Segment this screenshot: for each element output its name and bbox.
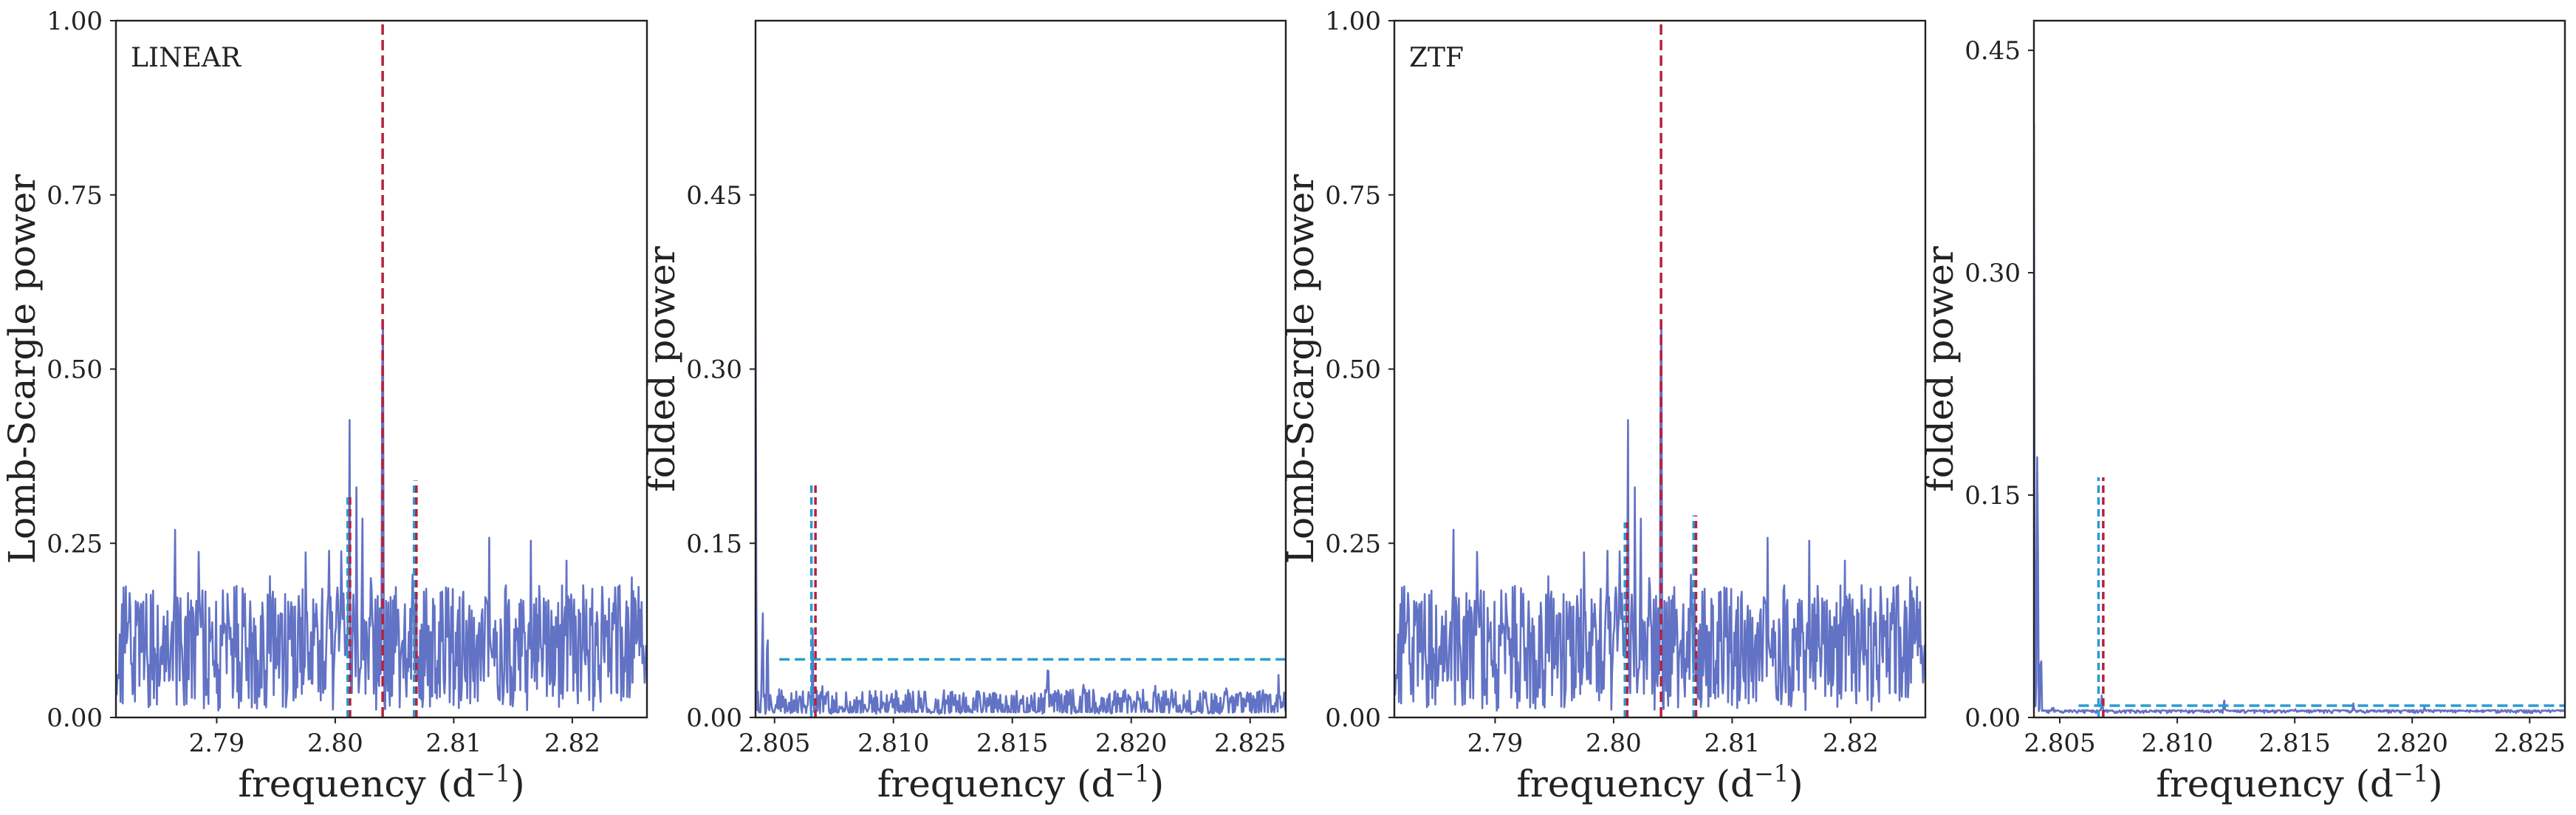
y-axis-label: Lomb-Scargle power [1279, 174, 1322, 565]
plot-frame [754, 19, 1287, 719]
x-axis-label-end: ) [2428, 763, 2443, 805]
series-line-folded [2034, 122, 2565, 715]
x-tick-label: 2.815 [2258, 729, 2330, 758]
y-tick-label: 0.50 [47, 355, 103, 385]
panel-annotation: LINEAR [131, 43, 242, 73]
panel-ztf-folded: 2.805 2.810 2.815 2.820 2.825 0.00 0.15 0.30 0.4… [1919, 19, 2566, 805]
y-tick-label: 0.30 [1964, 259, 2021, 288]
x-tick-label: 2.82 [544, 729, 600, 758]
x-tick-label: 2.825 [1214, 729, 1286, 758]
x-axis-label-superscript: −1 [2394, 760, 2428, 788]
y-axis-label: Lomb-Scargle power [1, 174, 44, 565]
y-tick-label: 0.75 [47, 181, 103, 211]
x-axis-label-text: frequency (d [1516, 763, 1754, 805]
panel-ztf-periodogram: 2.79 2.80 2.81 2.82 0.00 0.25 0.50 0.75 1.00 freq… [1279, 7, 1927, 805]
x-tick-label: 2.79 [189, 729, 245, 758]
series-line-periodogram [1394, 321, 1925, 712]
x-tick-label: 2.82 [1823, 729, 1879, 758]
x-axis-label: frequency (d−1) [1516, 760, 1803, 805]
x-axis-label-superscript: −1 [476, 760, 510, 788]
y-tick-label: 0.25 [47, 529, 103, 559]
panel-linear-periodogram: 2.79 2.80 2.81 2.82 0.00 0.25 0.50 0.75 1.00 freq… [1, 7, 648, 805]
panel-annotation: ZTF [1409, 43, 1464, 73]
y-tick-label: 1.00 [47, 7, 103, 36]
x-axis-label-end: ) [1789, 763, 1803, 805]
y-tick-label: 0.50 [1325, 355, 1381, 385]
x-tick-label: 2.820 [1095, 729, 1167, 758]
y-tick-label: 0.15 [1964, 481, 2021, 511]
plot-frame [2032, 19, 2566, 719]
x-tick-label: 2.80 [307, 729, 363, 758]
x-axis-label: frequency (d−1) [2156, 760, 2442, 805]
y-tick-label: 0.15 [686, 529, 742, 559]
y-tick-label: 0.25 [1325, 529, 1381, 559]
x-axis-label-superscript: −1 [1114, 760, 1149, 788]
x-axis-label: frequency (d−1) [238, 760, 524, 805]
x-tick-label: 2.80 [1586, 729, 1642, 758]
x-tick-label: 2.825 [2494, 729, 2566, 758]
y-tick-label: 0.00 [1964, 703, 2021, 733]
x-axis-label-text: frequency (d [238, 763, 476, 805]
x-axis-label-end: ) [510, 763, 525, 805]
series-line-folded [756, 254, 1286, 715]
x-axis-label: frequency (d−1) [877, 760, 1164, 805]
x-tick-label: 2.820 [2377, 729, 2448, 758]
x-tick-label: 2.805 [739, 729, 810, 758]
x-axis-label-superscript: −1 [1754, 760, 1789, 788]
series-line-periodogram [116, 321, 647, 712]
y-tick-label: 1.00 [1325, 7, 1381, 36]
x-tick-label: 2.810 [857, 729, 929, 758]
y-tick-label: 0.75 [1325, 181, 1381, 211]
y-tick-label: 0.45 [686, 181, 742, 211]
x-tick-label: 2.815 [976, 729, 1048, 758]
x-axis-label-end: ) [1150, 763, 1165, 805]
y-axis-label: folded power [640, 246, 683, 492]
y-tick-label: 0.00 [686, 703, 742, 733]
y-tick-label: 0.00 [47, 703, 103, 733]
x-tick-label: 2.81 [426, 729, 482, 758]
x-tick-label: 2.805 [2024, 729, 2095, 758]
x-axis-label-text: frequency (d [877, 763, 1115, 805]
x-tick-label: 2.810 [2141, 729, 2213, 758]
panel-linear-folded: 2.805 2.810 2.815 2.820 2.825 0.00 0.15 0.30 0.4… [640, 19, 1287, 805]
x-tick-label: 2.79 [1467, 729, 1524, 758]
y-tick-label: 0.00 [1325, 703, 1381, 733]
x-tick-label: 2.81 [1705, 729, 1761, 758]
y-tick-label: 0.30 [686, 355, 742, 385]
y-axis-label: folded power [1919, 246, 1962, 492]
x-axis-label-text: frequency (d [2156, 763, 2394, 805]
y-tick-label: 0.45 [1964, 36, 2021, 66]
